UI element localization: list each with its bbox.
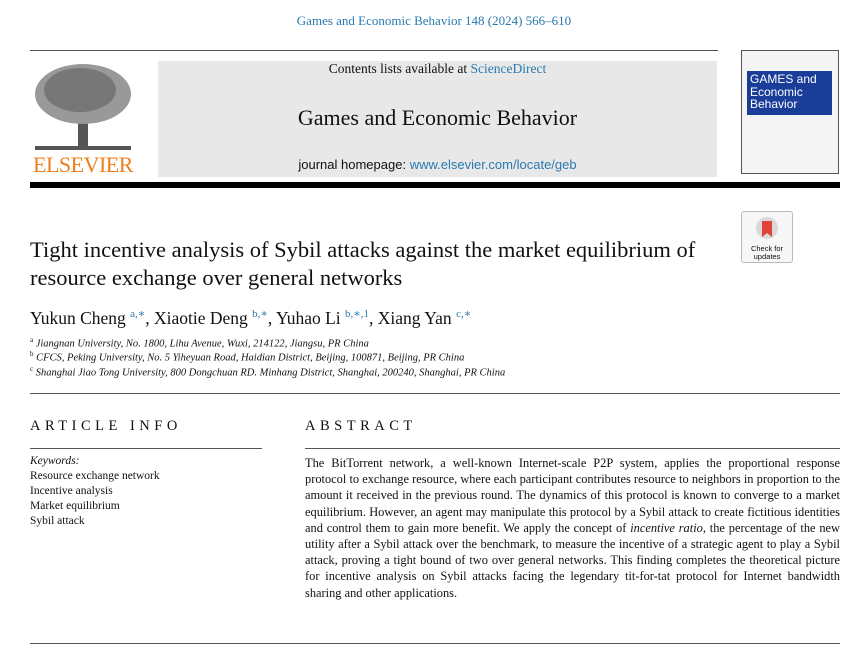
- updates-label: updates: [753, 252, 781, 261]
- check-label: Check for: [750, 244, 784, 253]
- author-sup[interactable]: a,∗: [130, 308, 146, 320]
- journal-title: Games and Economic Behavior: [297, 105, 578, 130]
- divider: [30, 448, 262, 449]
- homepage-line: journal homepage: www.elsevier.com/locat…: [158, 157, 717, 172]
- article-title: Tight incentive analysis of Sybil attack…: [30, 237, 696, 290]
- aff-text: CFCS, Peking University, No. 5 Yiheyuan …: [36, 352, 465, 364]
- bookmark-icon: [756, 217, 778, 239]
- cover-title: GAMES and Economic Behavior: [747, 71, 832, 115]
- cover-line: Economic: [750, 84, 803, 99]
- affiliation: c Shanghai Jiao Tong University, 800 Don…: [30, 365, 505, 379]
- aff-text: Shanghai Jiao Tong University, 800 Dongc…: [35, 367, 506, 379]
- keyword: Resource exchange network: [30, 470, 160, 482]
- author-sup[interactable]: c,∗: [456, 308, 472, 320]
- affiliation: b CFCS, Peking University, No. 5 Yiheyua…: [30, 350, 464, 364]
- divider: [305, 448, 840, 449]
- sciencedirect-link[interactable]: ScienceDirect: [470, 61, 547, 76]
- author[interactable]: Yuhao Li: [276, 307, 341, 328]
- article-info-heading: ARTICLE INFO: [30, 418, 182, 434]
- divider: [30, 50, 718, 51]
- keywords: Keywords: Resource exchange network Ince…: [30, 454, 160, 529]
- contents-line: Contents lists available at ScienceDirec…: [158, 61, 717, 77]
- aff-mark: a: [30, 336, 34, 344]
- abstract-text: The BitTorrent network, a well-known Int…: [305, 455, 840, 601]
- author-sup[interactable]: b,∗,1: [345, 308, 370, 320]
- tree-icon: [35, 64, 131, 150]
- aff-mark: b: [30, 350, 34, 358]
- cover-line: GAMES and: [750, 72, 817, 86]
- abstract-heading: ABSTRACT: [305, 418, 417, 434]
- keyword: Incentive analysis: [30, 485, 113, 497]
- author[interactable]: Xiaotie Deng: [154, 307, 248, 328]
- affiliation: a Jiangnan University, No. 1800, Lihu Av…: [30, 336, 369, 350]
- cover-line: Behavior: [750, 97, 798, 111]
- aff-mark: c: [30, 365, 34, 373]
- header-bar: [30, 182, 840, 188]
- divider: [30, 643, 840, 644]
- journal-citation[interactable]: Games and Economic Behavior 148 (2024) 5…: [296, 13, 572, 28]
- homepage-label: journal homepage:: [298, 157, 410, 172]
- homepage-link[interactable]: www.elsevier.com/locate/geb: [409, 157, 577, 172]
- abstract-emphasis: incentive ratio: [630, 520, 703, 535]
- abstract-part: , the percentage of the new utility afte…: [305, 520, 840, 600]
- check-for-updates-button[interactable]: Check for updates: [741, 211, 793, 263]
- elsevier-logo: ELSEVIER: [30, 60, 136, 178]
- aff-text: Jiangnan University, No. 1800, Lihu Aven…: [35, 338, 369, 350]
- keyword: Sybil attack: [30, 515, 85, 527]
- keywords-label: Keywords:: [30, 455, 80, 467]
- contents-label: Contents lists available at: [328, 61, 471, 76]
- author[interactable]: Xiang Yan: [377, 307, 452, 328]
- journal-cover[interactable]: GAMES and Economic Behavior: [741, 50, 839, 174]
- publisher-name: ELSEVIER: [33, 152, 133, 177]
- author-sup[interactable]: b,∗: [252, 308, 268, 320]
- author[interactable]: Yukun Cheng: [30, 307, 126, 328]
- divider: [30, 393, 840, 394]
- journal-header: Contents lists available at ScienceDirec…: [158, 61, 717, 177]
- abstract-part: The BitTorrent network, a well-known Int…: [305, 456, 840, 535]
- author-list: Yukun Cheng a,∗, Xiaotie Deng b,∗, Yuhao…: [30, 307, 472, 328]
- keyword: Market equilibrium: [30, 500, 120, 512]
